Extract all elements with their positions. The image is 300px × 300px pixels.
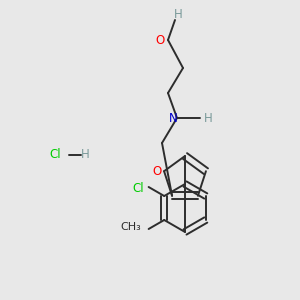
Text: H: H <box>204 112 212 124</box>
Text: Cl: Cl <box>49 148 61 161</box>
Text: H: H <box>174 8 182 22</box>
Text: H: H <box>81 148 89 161</box>
Text: CH₃: CH₃ <box>120 222 141 232</box>
Text: N: N <box>169 112 177 124</box>
Text: Cl: Cl <box>132 182 144 196</box>
Text: O: O <box>155 34 165 46</box>
Text: O: O <box>152 165 162 178</box>
